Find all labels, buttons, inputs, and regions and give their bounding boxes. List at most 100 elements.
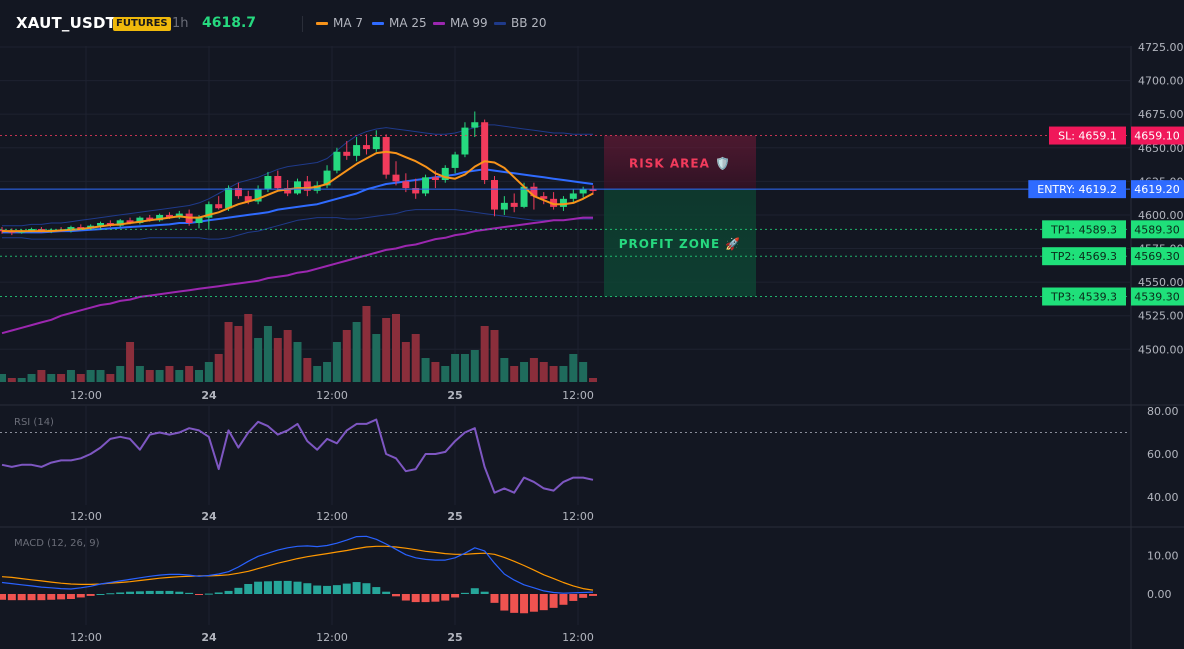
volume-bar — [7, 378, 16, 382]
candle-body — [540, 196, 548, 199]
candle-body — [116, 220, 124, 226]
volume-bar — [263, 326, 272, 382]
macd-histogram-bar — [441, 594, 450, 601]
candle-body — [500, 202, 508, 210]
tp1-axis-box — [1131, 220, 1184, 239]
ma99-line — [1, 216, 593, 335]
volume-bar — [175, 370, 184, 382]
volume-bar — [273, 338, 282, 382]
candle-body — [589, 189, 597, 191]
profit-zone — [604, 189, 756, 297]
volume-bar — [66, 370, 75, 382]
macd-histogram-bar — [421, 594, 430, 603]
candle-body — [264, 175, 272, 190]
candle-body — [303, 181, 311, 191]
macd-histogram-bar — [520, 594, 529, 614]
macd-histogram-bar — [490, 594, 499, 603]
candle-body — [392, 174, 400, 182]
price-axis-tick: 4675.00 — [1138, 108, 1184, 121]
macd-histogram-bar — [401, 594, 410, 601]
legend-swatch-ma25 — [372, 21, 384, 25]
main-time-tick: 24 — [201, 389, 217, 402]
macd-histogram-bar — [352, 582, 361, 594]
candle-body — [530, 186, 538, 197]
candle-body — [520, 186, 528, 207]
rsi-time-tick: 25 — [447, 510, 462, 523]
tp3-axis-value: 4539.30 — [1134, 291, 1180, 304]
volume-bar — [96, 370, 105, 382]
macd-histogram-bar — [529, 594, 538, 612]
volume-bar — [254, 338, 263, 382]
candle-body — [353, 145, 361, 156]
volume-bar — [204, 362, 213, 382]
legend-ma25[interactable]: MA 25 — [372, 16, 427, 30]
candle-body — [569, 193, 577, 199]
legend-bb20[interactable]: BB 20 — [494, 16, 547, 30]
macd-histogram-bar — [254, 581, 263, 594]
volume-bar — [313, 366, 322, 382]
tp2-label-box — [1042, 247, 1126, 266]
candle-body — [234, 188, 242, 197]
macd-histogram-bar — [362, 583, 371, 594]
volume-bar — [283, 330, 292, 382]
macd-histogram-bar — [470, 588, 479, 594]
volume-bar — [549, 366, 558, 382]
volume-bar — [116, 366, 125, 382]
macd-histogram-bar — [480, 591, 489, 594]
macd-histogram-bar — [165, 590, 174, 594]
macd-histogram-bar — [204, 593, 213, 595]
candle-body — [28, 229, 36, 232]
timeframe-label[interactable]: 1h — [172, 16, 189, 31]
volume-bar — [539, 362, 548, 382]
tp2-axis-box — [1131, 247, 1184, 266]
macd-histogram-bar — [106, 593, 115, 595]
macd-time-tick: 12:00 — [562, 631, 594, 644]
macd-histogram-bar — [569, 594, 578, 601]
candle-body — [126, 220, 134, 224]
candle-body — [559, 198, 567, 207]
candle-body — [284, 188, 292, 194]
macd-histogram-bar — [224, 590, 233, 594]
volume-bar — [352, 322, 361, 382]
macd-histogram-bar — [549, 594, 558, 608]
macd-histogram-bar — [57, 594, 66, 600]
candle-body — [362, 145, 370, 150]
volume-bar — [529, 358, 538, 382]
volume-bar — [470, 350, 479, 382]
volume-bar — [392, 314, 400, 382]
macd-histogram-bar — [263, 581, 272, 594]
candle-body — [97, 223, 104, 226]
tp1-label-box — [1042, 220, 1126, 239]
candle-body — [471, 122, 479, 128]
volume-bar — [382, 318, 391, 382]
volume-bar — [155, 370, 164, 382]
candle-body — [343, 151, 351, 156]
volume-bar — [372, 334, 381, 382]
legend-ma7[interactable]: MA 7 — [316, 16, 363, 30]
symbol-name[interactable]: XAUT_USDT — [16, 14, 117, 32]
macd-histogram-bar — [145, 590, 154, 594]
volume-bar — [323, 362, 332, 382]
volume-bar — [460, 354, 469, 382]
volume-bar — [451, 354, 460, 382]
volume-bar — [86, 370, 95, 382]
ma7-line — [2, 150, 594, 233]
volume-bar — [0, 374, 6, 382]
entry-label: ENTRY: 4619.2 — [1037, 183, 1117, 196]
volume-bar — [510, 366, 519, 382]
volume-bar — [490, 330, 499, 382]
profit-zone-label: PROFIT ZONE 🚀 — [619, 237, 742, 251]
legend-ma99[interactable]: MA 99 — [433, 16, 488, 30]
tp1-label: TP1: 4589.3 — [1050, 223, 1117, 236]
volume-bar — [234, 326, 243, 382]
candle-body — [313, 185, 321, 191]
volume-bar — [47, 374, 56, 382]
volume-bar — [332, 342, 341, 382]
macd-histogram-bar — [431, 594, 440, 602]
candle-body — [412, 188, 420, 194]
chart-header: XAUT_USDT FUTURES 1h 4618.7 MA 7 MA 25 M… — [0, 0, 1184, 46]
volume-bar — [579, 362, 588, 382]
candle-body — [402, 181, 410, 189]
rsi-time-tick: 24 — [201, 510, 217, 523]
